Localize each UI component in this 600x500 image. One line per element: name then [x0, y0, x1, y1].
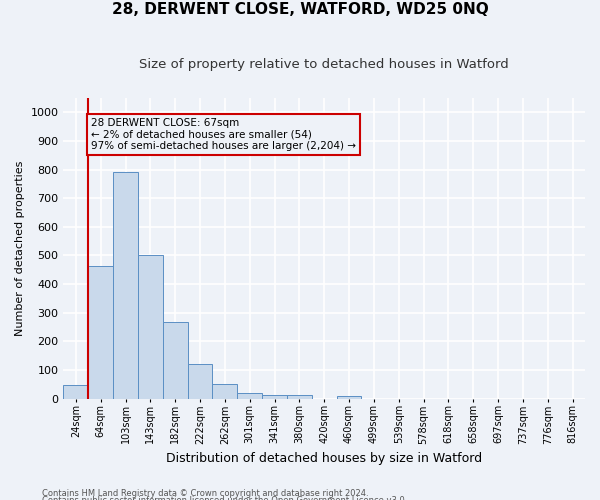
- Text: Contains public sector information licensed under the Open Government Licence v3: Contains public sector information licen…: [42, 496, 407, 500]
- Title: Size of property relative to detached houses in Watford: Size of property relative to detached ho…: [139, 58, 509, 70]
- Text: 28 DERWENT CLOSE: 67sqm
← 2% of detached houses are smaller (54)
97% of semi-det: 28 DERWENT CLOSE: 67sqm ← 2% of detached…: [91, 118, 356, 152]
- Bar: [64, 385, 88, 398]
- X-axis label: Distribution of detached houses by size in Watford: Distribution of detached houses by size …: [166, 452, 482, 465]
- Bar: [337, 396, 361, 398]
- Bar: [163, 322, 188, 398]
- Bar: [237, 393, 262, 398]
- Bar: [138, 256, 163, 398]
- Bar: [88, 266, 113, 398]
- Bar: [188, 364, 212, 398]
- Text: 28, DERWENT CLOSE, WATFORD, WD25 0NQ: 28, DERWENT CLOSE, WATFORD, WD25 0NQ: [112, 2, 488, 18]
- Text: Contains HM Land Registry data © Crown copyright and database right 2024.: Contains HM Land Registry data © Crown c…: [42, 488, 368, 498]
- Bar: [212, 384, 237, 398]
- Bar: [262, 395, 287, 398]
- Bar: [113, 172, 138, 398]
- Bar: [287, 395, 312, 398]
- Y-axis label: Number of detached properties: Number of detached properties: [15, 160, 25, 336]
